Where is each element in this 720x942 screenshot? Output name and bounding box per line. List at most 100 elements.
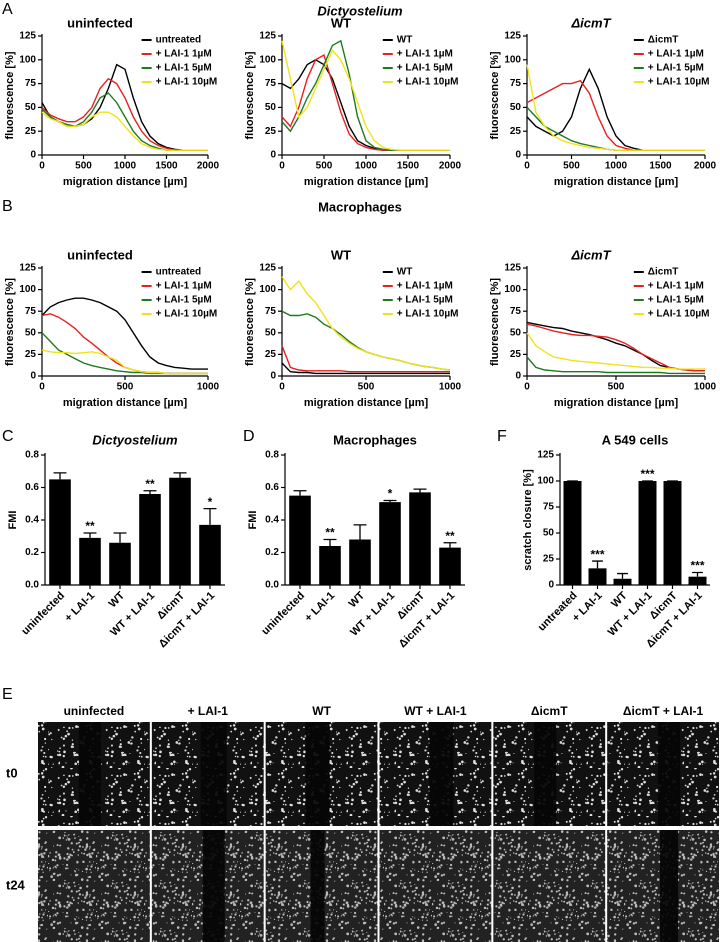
y-tick-label: 50 <box>25 327 37 338</box>
significance: ** <box>85 519 95 533</box>
y-tick-label: 0.0 <box>265 580 279 591</box>
y-tick-label: 25 <box>25 349 37 360</box>
scratch-gap <box>310 830 325 942</box>
line-series <box>281 345 450 373</box>
y-tick-label: 125 <box>537 450 554 461</box>
line-series <box>281 310 451 371</box>
x-tick-label: 0 <box>524 161 530 172</box>
legend-label: untreated <box>156 35 202 46</box>
line-series <box>41 349 208 375</box>
bar <box>49 479 71 585</box>
chart-title: Dictyostelium <box>92 432 178 447</box>
chart-title: WT <box>331 247 351 262</box>
bar <box>319 546 341 585</box>
y-axis-label: fluorescence [%] <box>4 51 16 139</box>
line-series <box>526 356 705 375</box>
y-tick-label: 0 <box>515 371 521 382</box>
bar <box>588 568 607 585</box>
y-axis-label: fluorescence [%] <box>4 278 16 366</box>
legend-label: ΔicmT <box>648 35 679 46</box>
panel-label: F <box>497 428 507 445</box>
scratch-gap <box>658 722 681 826</box>
legend-label: + LAI-1 5µM <box>648 295 704 306</box>
y-tick-label: 0.2 <box>25 547 39 558</box>
error-bar <box>383 499 397 503</box>
column-label: WT + LAI-1 <box>404 704 467 718</box>
y-tick-label: 100 <box>259 54 276 65</box>
y-tick-label: 0.8 <box>265 450 279 461</box>
y-tick-label: 125 <box>504 31 521 42</box>
line-series <box>526 79 705 151</box>
x-axis-label: migration distance [µm] <box>63 176 188 188</box>
legend-label: + LAI-1 1µM <box>397 49 453 60</box>
panel-label: A <box>2 1 13 18</box>
x-tick-label: 500 <box>563 161 580 172</box>
bar <box>638 481 657 585</box>
y-tick-label: 0 <box>30 371 36 382</box>
line-series <box>281 276 451 371</box>
y-tick-label: 0.0 <box>25 580 39 591</box>
y-tick-label: 75 <box>25 78 37 89</box>
legend-label: untreated <box>156 267 202 278</box>
x-tick-label: uninfected <box>259 590 307 638</box>
line-series <box>526 321 705 372</box>
scratch-gap <box>534 722 557 826</box>
section-title: Dictyostelium <box>317 3 403 18</box>
column-label: ΔicmT + LAI-1 <box>623 704 704 718</box>
y-tick-label: 0 <box>548 580 554 591</box>
y-tick-label: 25 <box>543 554 555 565</box>
legend-label: + LAI-1 5µM <box>397 295 453 306</box>
y-tick-label: 100 <box>504 54 521 65</box>
x-tick-label: 1000 <box>694 382 717 393</box>
chart-title: Macrophages <box>333 432 417 447</box>
panel-label: E <box>2 686 13 703</box>
micrograph <box>493 830 606 942</box>
legend-label: + LAI-1 10µM <box>648 77 710 88</box>
micrograph <box>38 830 150 942</box>
x-tick-label: 1500 <box>155 161 178 172</box>
y-tick-label: 50 <box>265 327 277 338</box>
line-series <box>41 297 208 370</box>
legend-label: + LAI-1 10µM <box>397 309 459 320</box>
x-axis-label: migration distance [µm] <box>63 397 188 409</box>
significance: *** <box>690 559 704 573</box>
y-tick-label: 25 <box>265 349 277 360</box>
legend-label: + LAI-1 10µM <box>156 309 218 320</box>
legend-label: + LAI-1 1µM <box>397 281 453 292</box>
x-tick-label: + LAI-1 <box>303 590 338 625</box>
y-tick-label: 0 <box>30 150 36 161</box>
y-axis-label: scratch closure [%] <box>522 469 534 571</box>
y-tick-label: 75 <box>265 78 277 89</box>
y-tick-label: 75 <box>510 78 522 89</box>
x-tick-label: 1500 <box>397 161 420 172</box>
y-axis-label: fluorescence [%] <box>244 51 256 139</box>
chart-title: ΔicmT <box>570 15 611 30</box>
legend-label: + LAI-1 1µM <box>156 49 212 60</box>
scratch-gap <box>200 722 227 826</box>
y-tick-label: 25 <box>25 126 37 137</box>
y-tick-label: 50 <box>265 102 277 113</box>
significance: ** <box>145 477 155 491</box>
y-tick-label: 125 <box>19 263 36 274</box>
bar <box>409 492 431 585</box>
y-tick-label: 75 <box>25 306 37 317</box>
x-tick-label: 1500 <box>649 161 672 172</box>
line-series <box>526 332 705 370</box>
legend-label: + LAI-1 1µM <box>648 281 704 292</box>
bar <box>439 547 461 585</box>
bar <box>109 542 131 585</box>
column-label: ΔicmT <box>531 704 568 718</box>
y-tick-label: 0 <box>270 150 276 161</box>
y-tick-label: 75 <box>543 502 555 513</box>
y-tick-label: 100 <box>537 476 554 487</box>
line-series <box>281 40 450 151</box>
y-tick-label: 25 <box>265 126 277 137</box>
scratch-gap <box>429 722 454 826</box>
y-tick-label: 125 <box>259 263 276 274</box>
y-tick-label: 0.2 <box>265 547 279 558</box>
bar <box>563 481 582 585</box>
y-tick-label: 0 <box>270 371 276 382</box>
error-bar <box>203 507 217 525</box>
y-axis-label: fluorescence [%] <box>244 278 256 366</box>
x-tick-label: 1000 <box>355 161 378 172</box>
